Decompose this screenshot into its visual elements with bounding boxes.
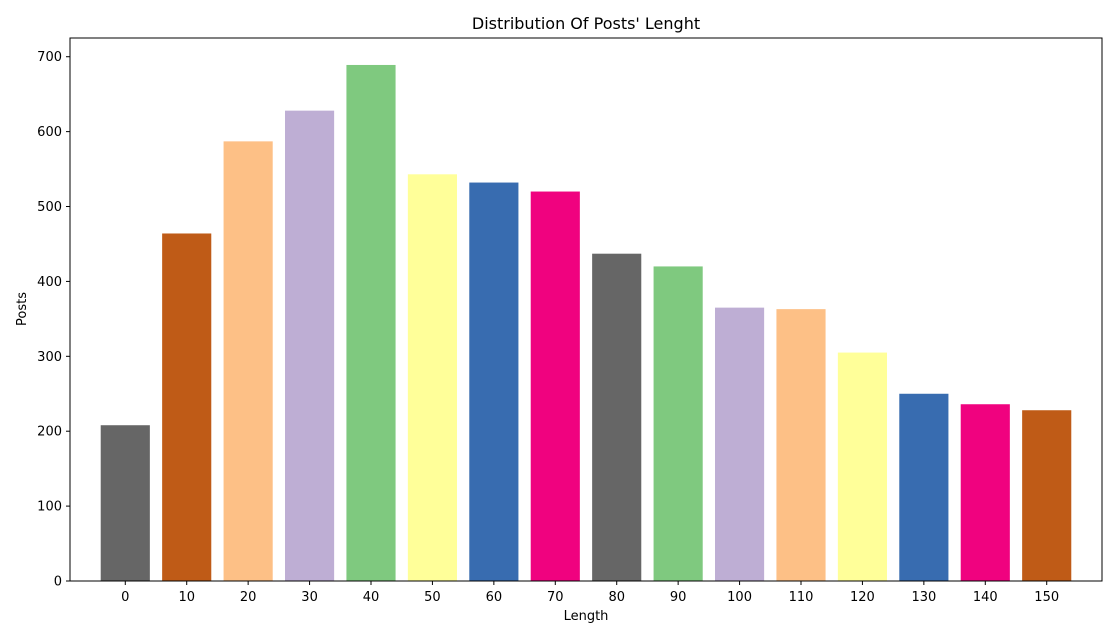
y-tick-label: 400 [37, 275, 62, 290]
bar-110 [776, 309, 826, 581]
bar-150 [1022, 410, 1072, 581]
x-tick-label: 130 [911, 590, 936, 605]
y-tick-label: 500 [37, 200, 62, 215]
bar-20 [223, 141, 273, 582]
bar-130 [899, 393, 949, 581]
y-axis-label: Posts [15, 292, 30, 326]
bar-140 [960, 404, 1010, 581]
bar-0 [100, 425, 150, 581]
bar-90 [653, 266, 703, 581]
bar-40 [346, 64, 396, 581]
x-tick-label: 110 [789, 590, 814, 605]
x-tick-label: 70 [547, 590, 564, 605]
x-tick-label: 0 [121, 590, 129, 605]
y-tick-label: 600 [37, 125, 62, 140]
y-tick-label: 700 [37, 50, 62, 65]
bar-80 [592, 253, 642, 581]
x-tick-label: 100 [727, 590, 752, 605]
x-tick-label: 80 [608, 590, 625, 605]
x-tick-label: 10 [178, 590, 195, 605]
bar-10 [162, 233, 212, 582]
x-tick-label: 60 [486, 590, 503, 605]
bar-120 [837, 352, 887, 581]
y-tick-label: 300 [37, 350, 62, 365]
bar-30 [285, 110, 335, 582]
bar-70 [530, 191, 580, 582]
y-tick-label: 0 [54, 575, 62, 590]
x-tick-label: 140 [973, 590, 998, 605]
x-tick-label: 50 [424, 590, 441, 605]
x-tick-label: 150 [1034, 590, 1059, 605]
bar-100 [715, 307, 765, 581]
bars-layer [100, 64, 1072, 582]
bar-50 [407, 174, 457, 581]
y-tick-label: 200 [37, 425, 62, 440]
x-tick-label: 30 [301, 590, 318, 605]
chart-title: Distribution Of Posts' Lenght [472, 14, 700, 33]
y-tick-label: 100 [37, 500, 62, 515]
x-tick-label: 20 [240, 590, 257, 605]
plot-frame [69, 37, 1103, 582]
x-tick-label: 40 [363, 590, 380, 605]
bar-60 [469, 182, 519, 582]
x-axis-ticks: 0 10 20 30 40 50 60 70 80 90 100 110 120 130 140 150 [121, 581, 1059, 605]
x-axis-label: Length [564, 609, 609, 624]
y-axis-ticks: 0 100 200 300 400 500 600 700 [37, 50, 70, 590]
x-tick-label: 120 [850, 590, 875, 605]
x-tick-label: 90 [670, 590, 687, 605]
